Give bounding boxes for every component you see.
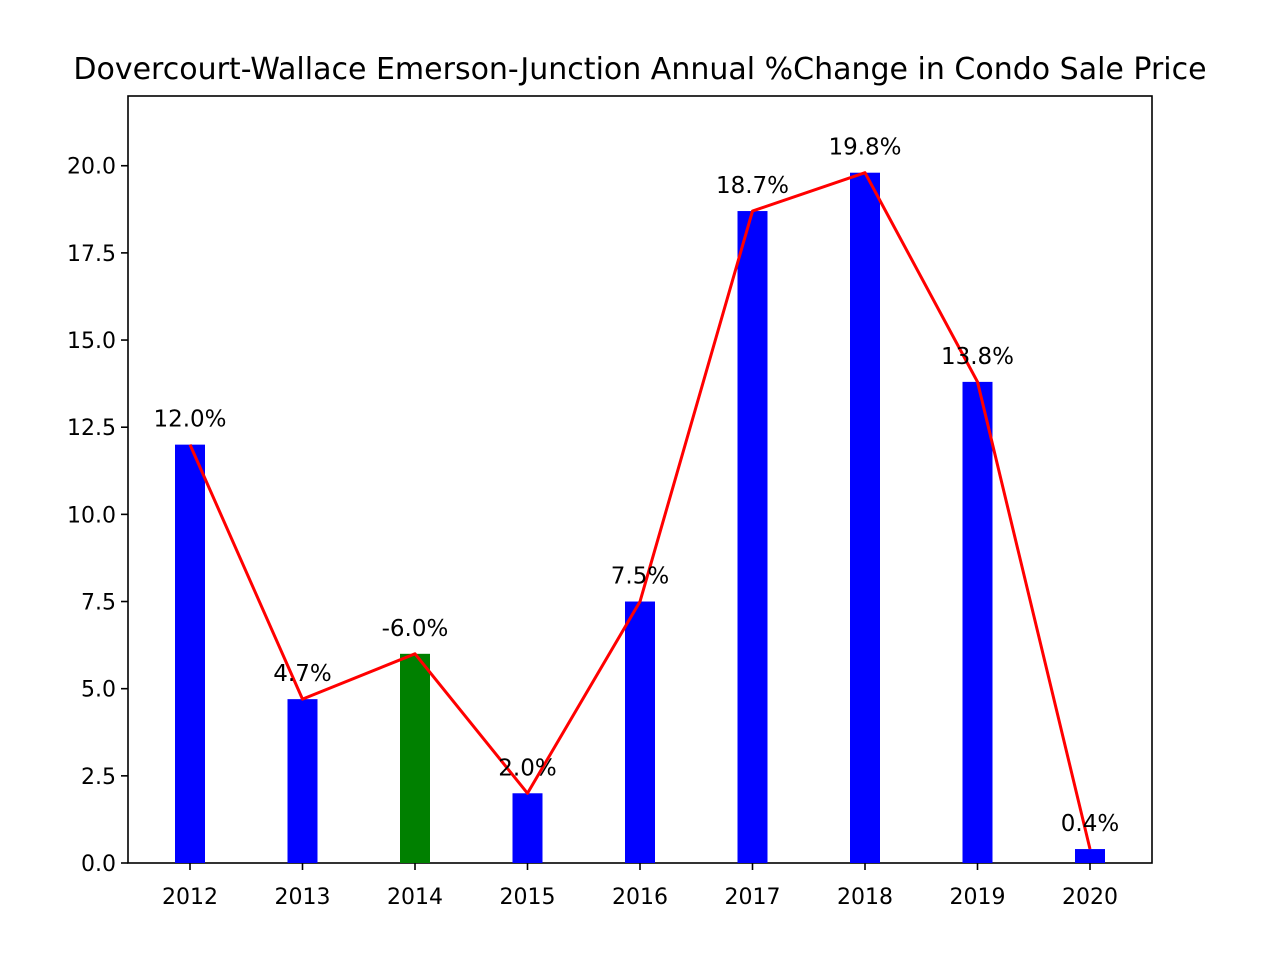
trend-line-group [188,171,1092,850]
x-tick-label: 2015 [500,885,556,910]
y-tick-label: 12.5 [67,416,116,441]
bar-2012 [175,444,205,863]
bar-2015 [512,793,543,863]
data-label-2015: 2.0% [498,755,556,781]
data-label-2019: 13.8% [941,344,1014,370]
y-tick-label: 10.0 [67,503,116,528]
bar-2018 [850,172,880,863]
x-tick-label: 2014 [387,885,443,910]
y-tick-label: 5.0 [81,678,116,703]
data-label-2014: -6.0% [382,616,449,642]
bar-2014 [400,653,430,863]
y-tick-label: 2.5 [81,765,116,790]
y-tick-label: 17.5 [67,242,116,267]
y-tick-label: 15.0 [67,329,116,354]
data-label-2016: 7.5% [611,564,669,590]
y-tick-label: 20.0 [67,155,116,180]
bar-2019 [962,381,993,863]
data-label-2017: 18.7% [716,173,789,199]
x-tick-label: 2017 [725,885,781,910]
bar-2016 [625,601,655,863]
y-axis: 0.0 2.5 5.0 7.5 10.0 12.5 15.0 17.5 20.0 [67,155,128,877]
x-tick-label: 2019 [950,885,1006,910]
bars-group [175,172,1105,864]
bar-2020 [1075,849,1105,863]
y-tick-label: 0.0 [81,852,116,877]
x-tick-label: 2020 [1062,885,1118,910]
data-label-2020: 0.4% [1061,811,1119,837]
x-tick-label: 2018 [837,885,893,910]
y-tick-label: 7.5 [81,591,116,616]
chart-title: Dovercourt-Wallace Emerson-Junction Annu… [73,52,1206,87]
x-tick-label: 2016 [612,885,668,910]
data-label-2018: 19.8% [828,135,901,161]
x-tick-label: 2012 [162,885,218,910]
x-axis: 2012 2013 2014 2015 2016 2017 2018 2019 2020 [162,863,1118,910]
data-label-2013: 4.7% [273,661,331,687]
data-labels-group: 12.0% 4.7% -6.0% 2.0% 7.5% 18.7% 19.8% 13.8% 0.4… [153,135,1119,837]
trend-line [188,171,1092,850]
data-label-2012: 12.0% [153,407,226,433]
x-tick-label: 2013 [275,885,331,910]
bar-2013 [287,699,318,863]
bar-2017 [737,211,768,864]
